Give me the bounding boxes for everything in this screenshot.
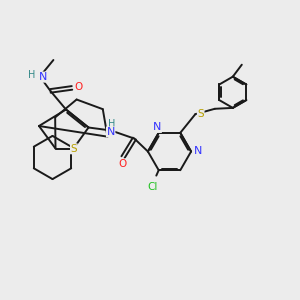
Text: S: S bbox=[197, 109, 204, 118]
Text: O: O bbox=[74, 82, 83, 92]
Text: H: H bbox=[28, 70, 35, 80]
Text: S: S bbox=[70, 144, 77, 154]
Text: N: N bbox=[39, 72, 47, 82]
Text: N: N bbox=[153, 122, 161, 132]
Text: Cl: Cl bbox=[147, 182, 157, 192]
Text: N: N bbox=[194, 146, 202, 156]
Text: N: N bbox=[106, 127, 115, 137]
Text: H: H bbox=[108, 119, 115, 129]
Text: O: O bbox=[118, 159, 127, 169]
